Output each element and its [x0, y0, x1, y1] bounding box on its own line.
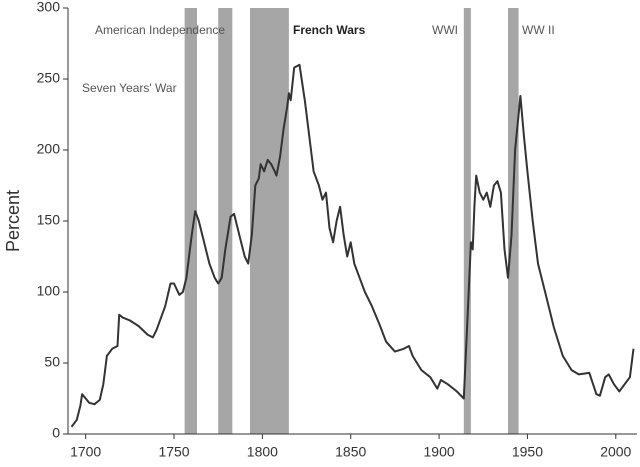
- annotation: French Wars: [293, 23, 366, 37]
- shaded-period: [508, 8, 519, 434]
- annotation: WWI: [432, 23, 458, 37]
- x-tick-label: 1750: [158, 444, 189, 460]
- y-axis-label: Percent: [3, 190, 23, 252]
- x-tick-label: 1700: [70, 444, 101, 460]
- x-tick-label: 1950: [512, 444, 543, 460]
- y-tick-label: 50: [44, 354, 60, 370]
- y-tick-label: 200: [37, 141, 61, 157]
- annotation: American Independence: [95, 23, 225, 37]
- annotation: Seven Years' War: [82, 81, 177, 95]
- y-tick-label: 250: [37, 70, 61, 86]
- shaded-period: [184, 8, 197, 434]
- shaded-period: [463, 8, 471, 434]
- x-tick-label: 2000: [600, 444, 631, 460]
- y-tick-label: 150: [37, 212, 61, 228]
- annotation: WW II: [522, 23, 555, 37]
- y-tick-label: 300: [37, 0, 61, 15]
- y-tick-label: 0: [52, 425, 60, 441]
- shaded-period: [218, 8, 233, 434]
- x-tick-label: 1850: [335, 444, 366, 460]
- data-line: [70, 63, 635, 428]
- x-tick-label: 1900: [424, 444, 455, 460]
- y-tick-label: 100: [37, 283, 61, 299]
- shaded-period: [250, 8, 289, 434]
- x-tick-label: 1800: [247, 444, 278, 460]
